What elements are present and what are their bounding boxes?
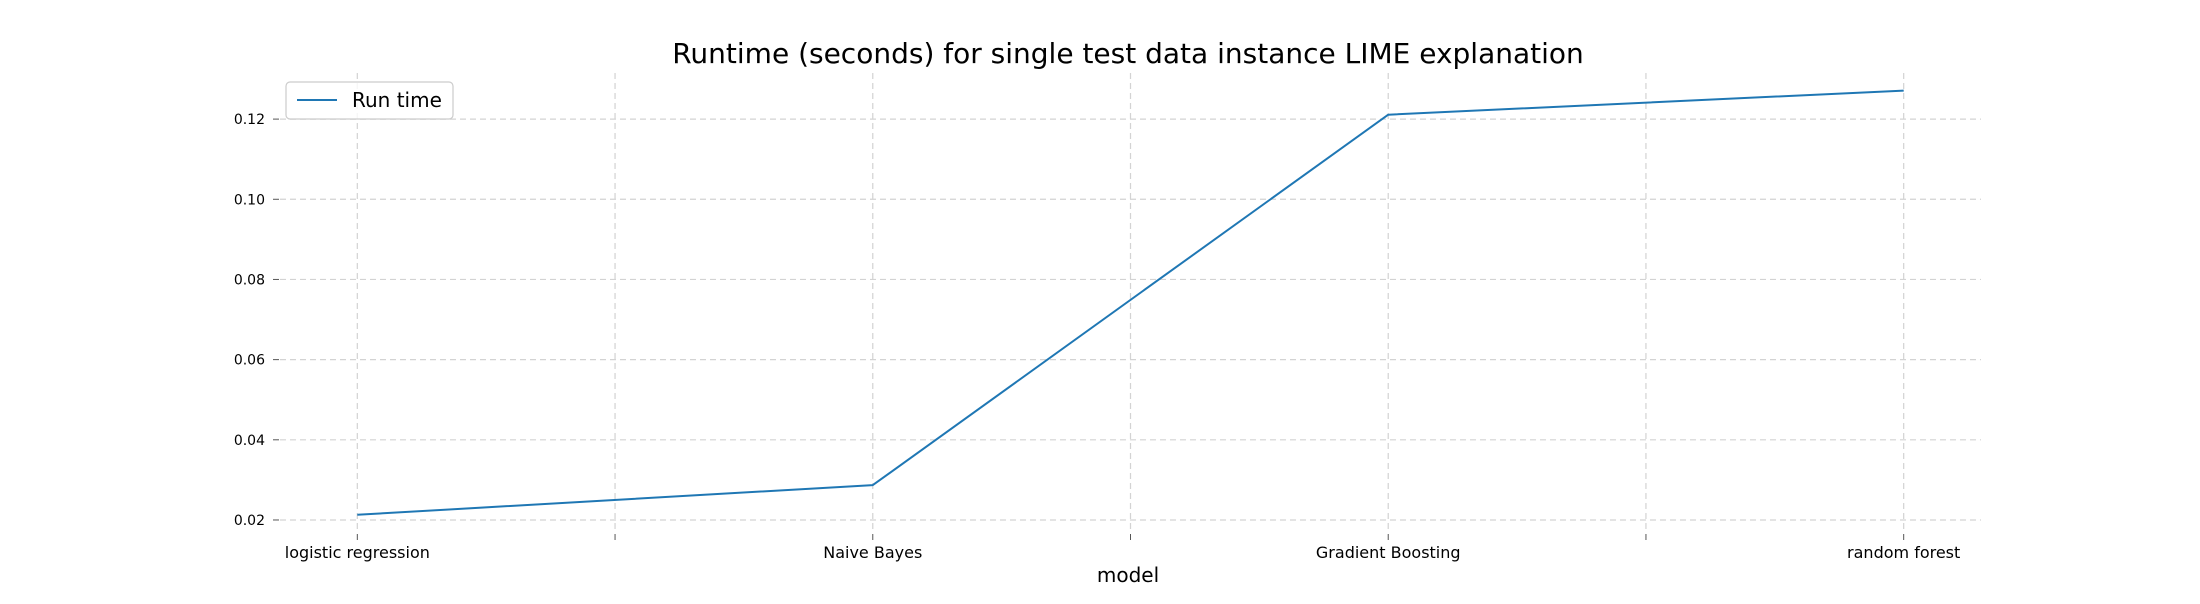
legend-frame bbox=[285, 81, 454, 120]
x-tick-label: logistic regression bbox=[285, 543, 430, 562]
series-layer bbox=[357, 89, 1904, 516]
x-axis-ticks: logistic regression Naive Bayes Gradient B… bbox=[285, 534, 1960, 562]
y-tick-label: 0.10 bbox=[234, 192, 265, 208]
series-line-run-time bbox=[357, 89, 1904, 516]
y-axis-ticks: 0.02 0.04 0.06 0.08 0.10 0.12 bbox=[234, 112, 279, 529]
y-tick-label: 0.08 bbox=[234, 272, 265, 288]
grid-lines bbox=[280, 73, 1981, 532]
y-tick-label: 0.12 bbox=[234, 112, 265, 128]
legend-label: Run time bbox=[352, 88, 442, 112]
x-tick-label: random forest bbox=[1847, 543, 1960, 562]
legend: Run time bbox=[285, 81, 454, 120]
y-tick-label: 0.04 bbox=[234, 433, 265, 449]
x-tick-label: Naive Bayes bbox=[823, 543, 922, 562]
x-axis-label: model bbox=[1097, 563, 1159, 587]
chart-title: Runtime (seconds) for single test data i… bbox=[672, 37, 1584, 70]
x-tick-label: Gradient Boosting bbox=[1316, 543, 1461, 562]
y-tick-label: 0.06 bbox=[234, 353, 265, 369]
y-tick-label: 0.02 bbox=[234, 513, 265, 529]
